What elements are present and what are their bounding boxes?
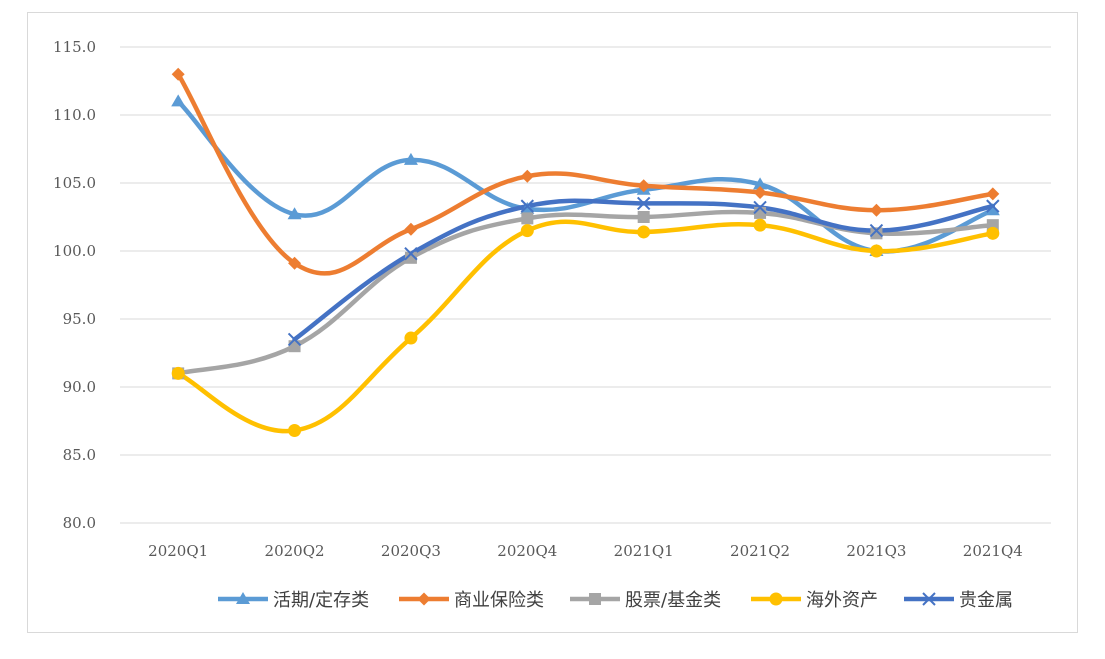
y-tick-label: 100.0 [53, 242, 96, 260]
y-tick-label: 115.0 [53, 38, 96, 56]
x-axis-ticks: 2020Q1 2020Q2 2020Q3 2020Q4 2021Q1 2021Q2 2021… [148, 542, 1023, 560]
series-0-point [171, 94, 186, 107]
series-0-point [985, 203, 1000, 216]
series-markers [171, 67, 1000, 438]
legend: 活期/定存类 商业保险类 股票/基金类 海外资产 贵金属 [218, 590, 1013, 611]
x-tick-label: 2020Q3 [381, 542, 441, 560]
series-4-point [636, 196, 651, 211]
series-3-point [288, 424, 302, 438]
series-3-point [869, 244, 883, 258]
x-tick-label: 2021Q1 [614, 542, 674, 560]
series-3-point [753, 218, 767, 232]
x-tick-label: 2021Q2 [730, 542, 790, 560]
y-axis-ticks: 80.0 85.0 90.0 95.0 100.0 105.0 110.0 115.0 [53, 38, 96, 532]
series-3-point [637, 225, 651, 239]
series-2-point [870, 227, 883, 240]
series-2-point [637, 211, 650, 223]
series-0-point [753, 177, 768, 190]
y-tick-label: 95.0 [63, 310, 96, 328]
series-4-point [520, 199, 535, 213]
x-tick-label: 2020Q4 [497, 542, 557, 560]
legend-label: 活期/定存类 [273, 590, 369, 611]
series-4-point [986, 199, 1000, 213]
series-1-point [986, 187, 1000, 201]
legend-swatch-marker [589, 593, 601, 605]
series-3-point [171, 366, 185, 380]
y-tick-label: 90.0 [63, 378, 96, 396]
series-3-point [520, 224, 534, 238]
grid-lines [120, 46, 1051, 524]
legend-label: 商业保险类 [454, 590, 544, 611]
series-2-point [404, 251, 417, 264]
series-1-point [637, 179, 651, 193]
x-tick-label: 2020Q1 [148, 542, 208, 560]
series-1-point [753, 186, 767, 200]
x-tick-label: 2021Q4 [963, 542, 1023, 560]
series-1-point [520, 169, 534, 183]
series-2-point [288, 340, 301, 353]
series-1-point [869, 203, 883, 217]
series-1-point [171, 67, 185, 81]
series-3-point [986, 226, 1000, 240]
series-3-line [175, 219, 996, 434]
legend-swatch-marker [769, 592, 783, 606]
legend-label: 海外资产 [806, 590, 878, 611]
series-3-point [404, 331, 418, 345]
series-4-point [287, 332, 302, 347]
legend-swatch-marker [417, 592, 431, 606]
legend-label: 股票/基金类 [625, 590, 721, 611]
y-tick-label: 80.0 [63, 514, 96, 532]
series-0-point [287, 207, 302, 220]
y-tick-label: 85.0 [63, 446, 96, 464]
x-tick-label: 2021Q3 [846, 542, 906, 560]
series-0-point [403, 152, 418, 165]
series-4-point [404, 247, 418, 261]
series-4-point [753, 200, 767, 215]
legend-label: 贵金属 [959, 590, 1013, 611]
legend-swatch-marker [236, 592, 250, 604]
series-1-point [404, 222, 418, 236]
y-tick-label: 110.0 [53, 106, 96, 124]
series-1-line [175, 71, 996, 276]
legend-swatch-marker [922, 592, 936, 606]
x-tick-label: 2020Q2 [265, 542, 325, 560]
series-2-point [521, 212, 534, 225]
series-1-point [288, 256, 302, 270]
y-tick-label: 105.0 [53, 174, 96, 192]
series-4-point [869, 223, 884, 238]
